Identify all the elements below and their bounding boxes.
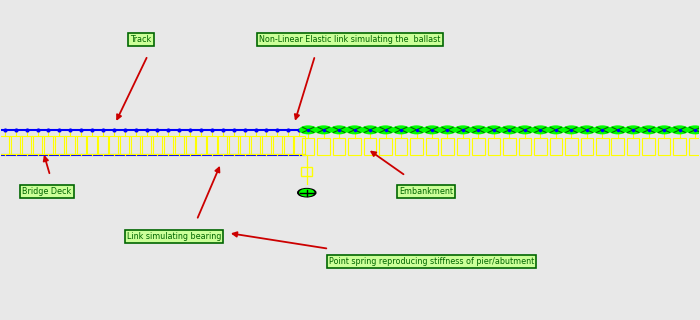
Circle shape [563,126,580,134]
Circle shape [594,126,610,134]
Circle shape [687,126,700,134]
Circle shape [486,126,503,134]
Circle shape [298,188,316,197]
Circle shape [393,126,410,134]
Circle shape [547,126,564,134]
Circle shape [377,126,394,134]
Text: Track: Track [130,35,152,44]
Circle shape [532,126,549,134]
Circle shape [656,126,673,134]
Circle shape [315,126,332,134]
Circle shape [640,126,657,134]
Circle shape [501,126,518,134]
Circle shape [625,126,642,134]
Circle shape [470,126,486,134]
Circle shape [517,126,533,134]
Circle shape [578,126,595,134]
Circle shape [300,126,316,134]
Circle shape [671,126,688,134]
Circle shape [300,189,314,196]
Circle shape [610,126,626,134]
Circle shape [424,126,440,134]
Circle shape [408,126,425,134]
Text: Non-Linear Elastic link simulating the  ballast: Non-Linear Elastic link simulating the b… [260,35,441,44]
Text: Bridge Deck: Bridge Deck [22,187,71,196]
Circle shape [454,126,471,134]
Circle shape [362,126,379,134]
Circle shape [439,126,456,134]
Text: Point spring reproducing stiffness of pier/abutment: Point spring reproducing stiffness of pi… [329,257,534,266]
Circle shape [346,126,363,134]
Circle shape [331,126,347,134]
Text: Embankment: Embankment [399,187,453,196]
Text: Link simulating bearing: Link simulating bearing [127,232,221,241]
